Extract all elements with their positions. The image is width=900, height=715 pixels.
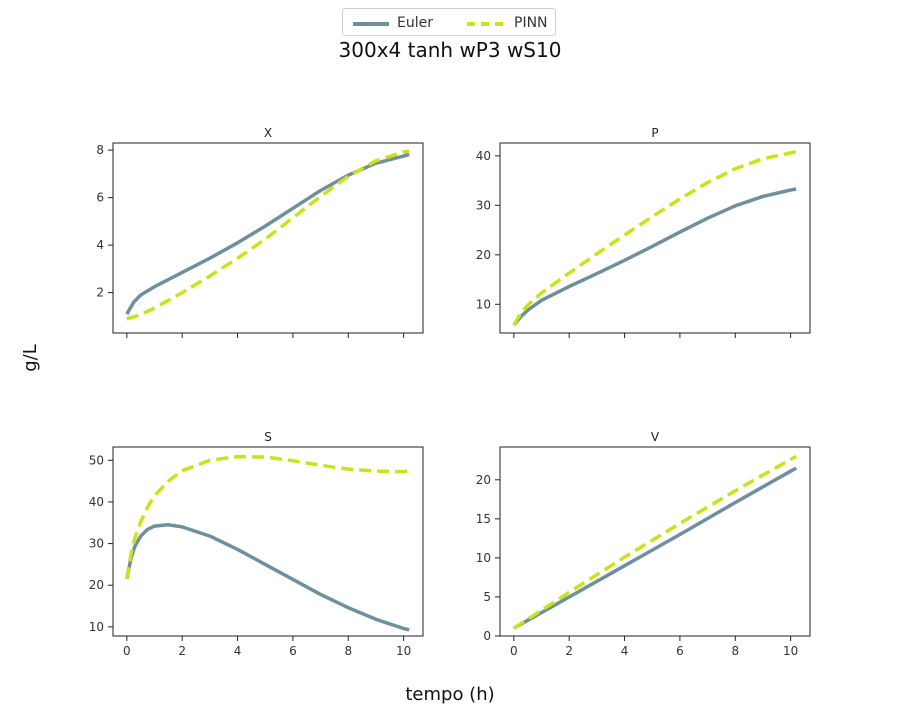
x-tick-label-s-2: 2	[178, 644, 186, 658]
y-tick-label-v-20: 20	[476, 473, 491, 487]
y-tick-label-s-40: 40	[89, 495, 104, 509]
y-tick-label-p-30: 30	[476, 198, 491, 212]
series-line-p-pinn	[512, 150, 797, 326]
series-group-p	[512, 150, 797, 327]
axes-frame-s	[112, 446, 424, 637]
series-line-v-euler	[512, 466, 798, 630]
subplot-title-x: X	[264, 126, 272, 140]
axes-frame-p	[499, 142, 811, 334]
subplot-s: S 0 2 4 6 8 10 10 20 30 40 50	[89, 430, 424, 658]
legend-label-pinn: PINN	[514, 15, 548, 31]
x-tick-label-v-10: 10	[783, 644, 798, 658]
x-tick-label-s-8: 8	[344, 644, 352, 658]
x-tick-label-v-0: 0	[510, 644, 518, 658]
x-tick-label-s-6: 6	[289, 644, 297, 658]
y-tick-label-s-30: 30	[89, 537, 104, 551]
series-group-s	[125, 454, 410, 632]
x-axis-label: tempo (h)	[405, 684, 495, 705]
legend-swatch-euler	[353, 22, 389, 26]
x-tick-label-v-2: 2	[565, 644, 573, 658]
y-tick-label-x-4: 4	[96, 238, 104, 252]
y-tick-label-p-20: 20	[476, 248, 491, 262]
figure-title: 300x4 tanh wP3 wS10	[338, 38, 562, 62]
y-tick-label-x-2: 2	[96, 286, 104, 300]
x-tick-label-s-4: 4	[234, 644, 242, 658]
y-tick-label-s-20: 20	[89, 578, 104, 592]
series-line-p-euler	[512, 187, 797, 327]
series-line-s-pinn	[125, 454, 410, 580]
y-tick-label-s-10: 10	[89, 620, 104, 634]
y-tick-label-p-40: 40	[476, 149, 491, 163]
subplot-p: P 10 20 30 40	[476, 126, 811, 338]
series-line-s-euler	[125, 523, 410, 632]
y-tick-label-v-15: 15	[476, 512, 491, 526]
y-tick-label-v-0: 0	[483, 629, 491, 643]
x-tick-label-v-6: 6	[676, 644, 684, 658]
series-group-x	[125, 149, 410, 321]
y-tick-label-v-10: 10	[476, 551, 491, 565]
y-tick-label-v-5: 5	[483, 590, 491, 604]
subplot-v: V 0 2 4 6 8 10 0 5 10 15 20	[476, 430, 811, 658]
series-line-x-euler	[125, 152, 410, 315]
y-tick-label-p-10: 10	[476, 297, 491, 311]
axes-frame-v	[499, 446, 811, 637]
y-axis-label: g/L	[20, 344, 41, 372]
y-tick-label-s-50: 50	[89, 453, 104, 467]
y-tick-label-x-6: 6	[96, 191, 104, 205]
x-tick-label-v-8: 8	[731, 644, 739, 658]
subplot-title-v: V	[651, 430, 660, 444]
x-tick-label-s-0: 0	[123, 644, 131, 658]
subplot-x: X 2 4 6 8	[96, 126, 424, 338]
subplot-title-s: S	[264, 430, 272, 444]
subplot-title-p: P	[651, 126, 658, 140]
series-group-v	[512, 454, 798, 630]
x-tick-label-v-4: 4	[621, 644, 629, 658]
legend-swatch-pinn	[467, 22, 503, 26]
series-line-v-pinn	[512, 454, 798, 630]
series-line-x-pinn	[126, 149, 410, 321]
axes-frame-x	[112, 142, 424, 334]
legend: Euler PINN	[342, 8, 556, 36]
y-tick-label-x-8: 8	[96, 143, 104, 157]
x-tick-label-s-10: 10	[396, 644, 411, 658]
legend-label-euler: Euler	[397, 15, 433, 31]
